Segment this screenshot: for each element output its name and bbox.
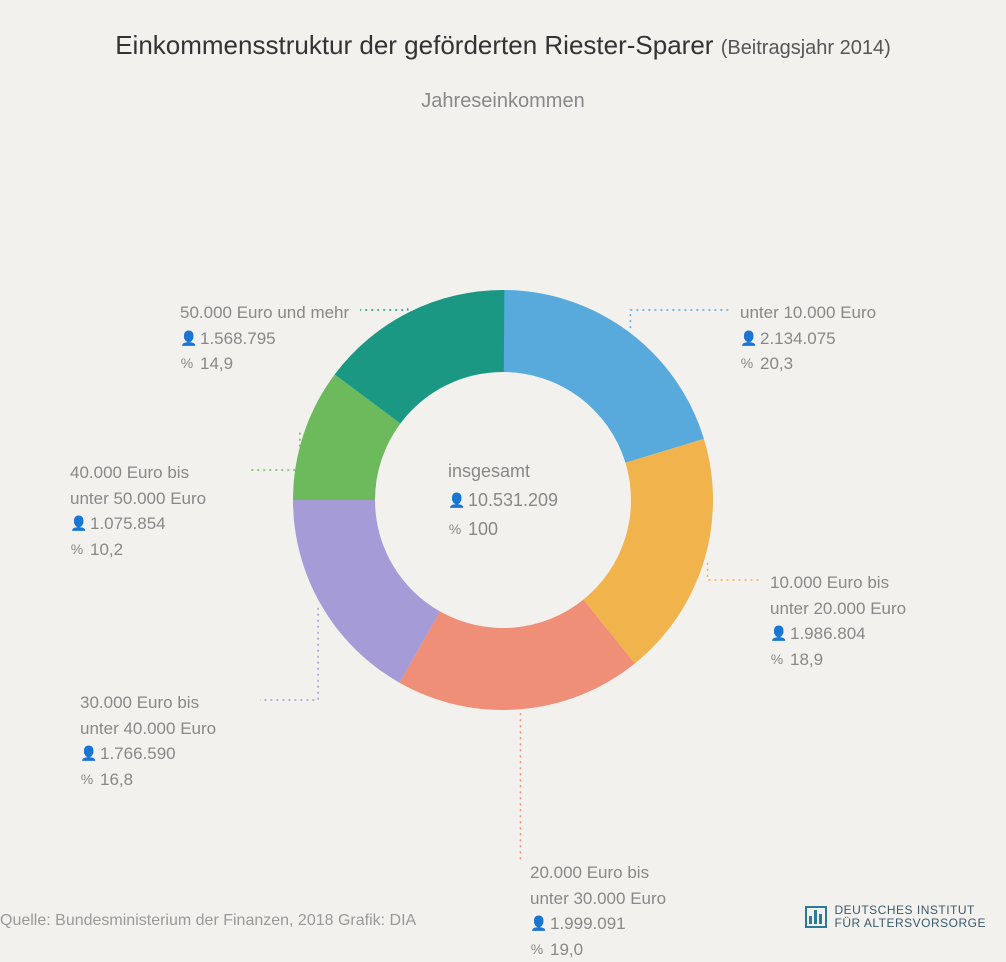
person-icon: 👤 bbox=[80, 743, 94, 764]
percent-icon: % bbox=[770, 649, 784, 670]
segment-count-row: 👤 1.075.854 bbox=[70, 511, 206, 537]
segment-percent: 10,2 bbox=[90, 537, 123, 563]
segment-percent-row: % 14,9 bbox=[180, 351, 349, 377]
segment-count: 2.134.075 bbox=[760, 326, 836, 352]
title-paren: (Beitragsjahr 2014) bbox=[721, 37, 891, 59]
center-count-row: 👤 10.531.209 bbox=[448, 486, 558, 515]
person-icon: 👤 bbox=[70, 513, 84, 534]
center-percent: 100 bbox=[468, 514, 498, 543]
person-icon: 👤 bbox=[180, 328, 194, 349]
segment-percent-row: % 20,3 bbox=[740, 351, 876, 377]
chart-subtitle: Jahreseinkommen bbox=[0, 90, 1006, 113]
segment-label-text: unter 50.000 Euro bbox=[70, 486, 206, 512]
donut-center-label: insgesamt 👤 10.531.209 % 100 bbox=[448, 457, 558, 543]
logo-icon bbox=[805, 906, 827, 928]
percent-icon: % bbox=[448, 518, 462, 540]
segment-label: 50.000 Euro und mehr👤 1.568.795% 14,9 bbox=[180, 300, 349, 377]
percent-icon: % bbox=[180, 353, 194, 374]
person-icon: 👤 bbox=[448, 489, 462, 511]
segment-label: 40.000 Euro bisunter 50.000 Euro👤 1.075.8… bbox=[70, 460, 206, 562]
leader-line bbox=[708, 563, 762, 580]
chart-footer: Quelle: Bundesministerium der Finanzen, … bbox=[0, 904, 986, 930]
title-main: Einkommensstruktur der geförderten Riest… bbox=[115, 30, 713, 60]
percent-icon: % bbox=[740, 353, 754, 374]
donut-chart: insgesamt 👤 10.531.209 % 100 unter 10.00… bbox=[0, 140, 1006, 860]
segment-label-text: 40.000 Euro bis bbox=[70, 460, 206, 486]
segment-count-row: 👤 1.986.804 bbox=[770, 621, 906, 647]
segment-percent-row: % 18,9 bbox=[770, 647, 906, 673]
logo-text: DEUTSCHES INSTITUT FÜR ALTERSVORSORGE bbox=[835, 904, 986, 930]
dia-logo: DEUTSCHES INSTITUT FÜR ALTERSVORSORGE bbox=[805, 904, 986, 930]
segment-label-text: 30.000 Euro bis bbox=[80, 690, 216, 716]
segment-percent: 18,9 bbox=[790, 647, 823, 673]
chart-title: Einkommensstruktur der geförderten Riest… bbox=[0, 30, 1006, 61]
segment-percent: 14,9 bbox=[200, 351, 233, 377]
segment-label: 30.000 Euro bisunter 40.000 Euro👤 1.766.5… bbox=[80, 690, 216, 792]
source-text: Quelle: Bundesministerium der Finanzen, … bbox=[0, 912, 416, 930]
segment-percent: 16,8 bbox=[100, 767, 133, 793]
center-total-label: insgesamt bbox=[448, 457, 558, 486]
segment-label-text: 50.000 Euro und mehr bbox=[180, 300, 349, 326]
center-percent-row: % 100 bbox=[448, 514, 558, 543]
segment-count: 1.766.590 bbox=[100, 741, 176, 767]
segment-percent: 19,0 bbox=[550, 937, 583, 962]
segment-count: 1.075.854 bbox=[90, 511, 166, 537]
center-count: 10.531.209 bbox=[468, 486, 558, 515]
segment-label-text: unter 10.000 Euro bbox=[740, 300, 876, 326]
segment-percent-row: % 10,2 bbox=[70, 537, 206, 563]
segment-label-text: 10.000 Euro bis bbox=[770, 570, 906, 596]
segment-percent-row: % 19,0 bbox=[530, 937, 666, 962]
percent-icon: % bbox=[80, 769, 94, 790]
person-icon: 👤 bbox=[770, 623, 784, 644]
segment-count-row: 👤 1.568.795 bbox=[180, 326, 349, 352]
percent-icon: % bbox=[70, 539, 84, 560]
person-icon: 👤 bbox=[740, 328, 754, 349]
segment-percent: 20,3 bbox=[760, 351, 793, 377]
segment-label-text: 20.000 Euro bis bbox=[530, 860, 666, 886]
segment-count: 1.986.804 bbox=[790, 621, 866, 647]
segment-percent-row: % 16,8 bbox=[80, 767, 216, 793]
segment-label-text: unter 40.000 Euro bbox=[80, 716, 216, 742]
segment-count: 1.568.795 bbox=[200, 326, 276, 352]
segment-label-text: unter 20.000 Euro bbox=[770, 596, 906, 622]
donut-segment bbox=[503, 290, 704, 463]
segment-count-row: 👤 2.134.075 bbox=[740, 326, 876, 352]
segment-count-row: 👤 1.766.590 bbox=[80, 741, 216, 767]
segment-label: 10.000 Euro bisunter 20.000 Euro👤 1.986.8… bbox=[770, 570, 906, 672]
percent-icon: % bbox=[530, 939, 544, 960]
segment-label: unter 10.000 Euro👤 2.134.075% 20,3 bbox=[740, 300, 876, 377]
leader-line bbox=[520, 713, 522, 860]
